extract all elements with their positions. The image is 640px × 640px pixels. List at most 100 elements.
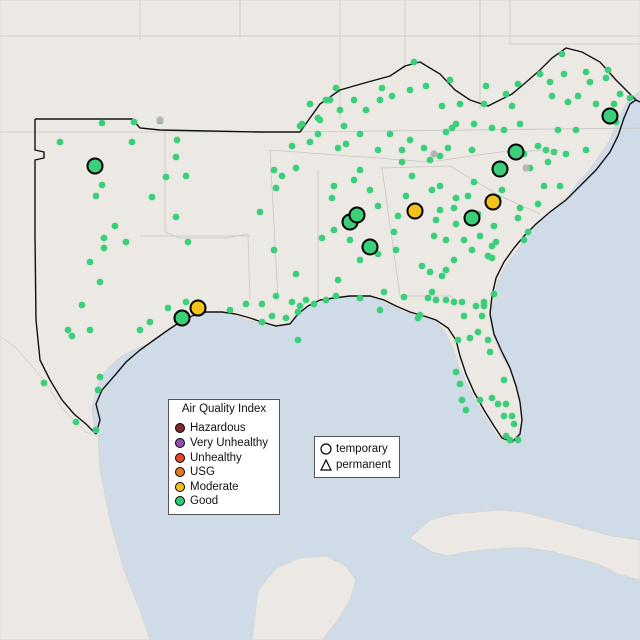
monitor-dot: [466, 334, 474, 342]
monitor-dot-no-data: [156, 116, 164, 124]
moderate-swatch-icon: [175, 482, 185, 492]
monitor-dot-no-data: [522, 164, 530, 172]
monitor-dot: [334, 276, 342, 284]
monitor-dot: [500, 376, 508, 384]
monitor-dot: [456, 380, 464, 388]
monitor-dot: [92, 192, 100, 200]
monitor-dot: [330, 226, 338, 234]
monitor-dot: [310, 300, 318, 308]
monitor-dot: [564, 98, 572, 106]
monitor-dot: [560, 70, 568, 78]
monitor-dot: [356, 130, 364, 138]
legend-label: Unhealthy: [190, 452, 242, 464]
monitor-dot: [480, 302, 488, 310]
monitor-dot: [268, 312, 276, 320]
monitor-dot: [282, 314, 290, 322]
monitor-dot: [554, 126, 562, 134]
monitor-dot: [388, 92, 396, 100]
monitor-dot: [562, 150, 570, 158]
monitor-dot: [398, 146, 406, 154]
monitor-dot: [292, 164, 300, 172]
monitor-dot: [256, 208, 264, 216]
monitor-dot: [424, 294, 432, 302]
monitor-dot: [548, 92, 556, 100]
monitor-dot: [100, 244, 108, 252]
monitor-dot: [488, 124, 496, 132]
monitor-dot: [40, 379, 48, 387]
monitor-dot: [386, 130, 394, 138]
monitor-large-marker: [189, 299, 207, 317]
monitor-dot: [408, 172, 416, 180]
monitor-dot: [452, 194, 460, 202]
monitor-dot: [322, 296, 330, 304]
monitor-dot: [508, 412, 516, 420]
monitor-dot: [406, 136, 414, 144]
legend-label: USG: [190, 466, 215, 478]
monitor-dot: [464, 192, 472, 200]
monitor-dot: [418, 262, 426, 270]
monitor-dot: [476, 396, 484, 404]
monitor-dot: [356, 256, 364, 264]
monitor-dot: [574, 92, 582, 100]
monitor-dot: [98, 181, 106, 189]
monitor-dot: [376, 306, 384, 314]
hazardous-swatch-icon: [175, 423, 185, 433]
monitor-dot: [378, 84, 386, 92]
legend-item-permanent: permanent: [320, 458, 391, 472]
monitor-dot: [294, 336, 302, 344]
monitor-dot: [318, 234, 326, 242]
monitor-dot: [86, 258, 94, 266]
monitor-dot: [314, 130, 322, 138]
monitor-dot: [442, 236, 450, 244]
monitor-dot: [452, 220, 460, 228]
legend-item-very-unhealthy: Very Unhealthy: [175, 436, 268, 450]
monitor-dot: [478, 312, 486, 320]
monitor-dot: [452, 368, 460, 376]
monitor-dot: [86, 326, 94, 334]
monitor-dot: [136, 326, 144, 334]
monitor-dot: [474, 328, 482, 336]
monitor-dot: [558, 50, 566, 58]
monitor-dot: [366, 186, 374, 194]
monitor-dot: [402, 192, 410, 200]
monitor-dot: [436, 152, 444, 160]
legend-item-good: Good: [175, 494, 218, 508]
monitor-dot: [458, 298, 466, 306]
monitor-dot: [482, 82, 490, 90]
monitor-dot: [340, 122, 348, 130]
legend-item-moderate: Moderate: [175, 480, 239, 494]
monitor-dot: [450, 298, 458, 306]
monitor-dot: [430, 232, 438, 240]
legend-title: Air Quality Index: [181, 403, 267, 415]
legend-label: Very Unhealthy: [190, 437, 268, 449]
monitor-dot: [162, 173, 170, 181]
monitor-dot: [172, 153, 180, 161]
monitor-dot: [306, 100, 314, 108]
monitor-dot: [288, 298, 296, 306]
cuba: [409, 509, 640, 581]
monitor-dot: [454, 336, 462, 344]
monitor-dot: [342, 140, 350, 148]
monitor-dot: [226, 306, 234, 314]
monitor-dot: [444, 144, 452, 152]
monitor-large-marker: [491, 160, 509, 178]
monitor-dot: [78, 301, 86, 309]
monitor-dot: [392, 246, 400, 254]
monitor-large-marker: [463, 209, 481, 227]
monitor-dot: [486, 348, 494, 356]
monitor-dot: [410, 58, 418, 66]
monitor-dot: [468, 246, 476, 254]
monitor-large-marker: [86, 157, 104, 175]
monitor-dot: [182, 298, 190, 306]
monitor-dot: [462, 406, 470, 414]
monitor-dot: [502, 400, 510, 408]
monitor-dot: [428, 186, 436, 194]
monitor-dot: [452, 120, 460, 128]
monitor-dot: [130, 118, 138, 126]
yucatan: [251, 555, 357, 640]
unhealthy-swatch-icon: [175, 453, 185, 463]
monitor-dot: [98, 119, 106, 127]
monitor-dot: [72, 418, 80, 426]
monitor-large-marker: [406, 202, 424, 220]
